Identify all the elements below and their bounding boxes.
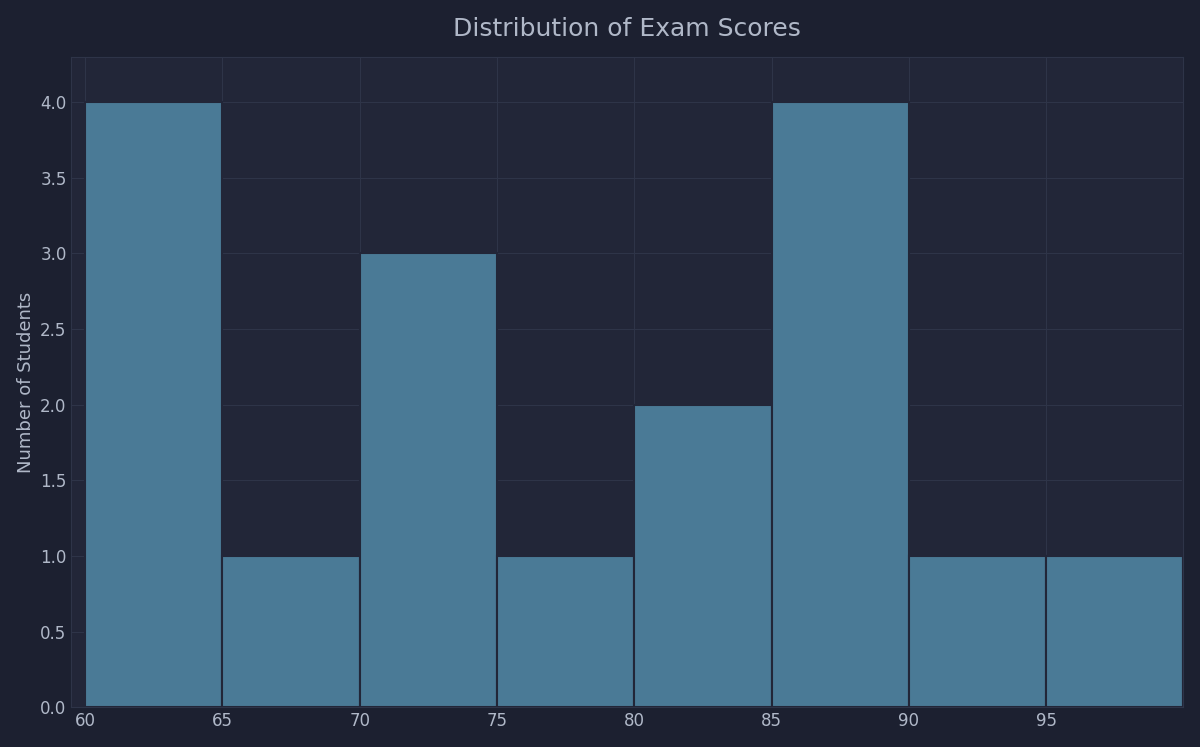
- Bar: [635, 405, 772, 707]
- Bar: [222, 556, 360, 707]
- Bar: [497, 556, 635, 707]
- Bar: [1046, 556, 1183, 707]
- Bar: [360, 253, 497, 707]
- Bar: [908, 556, 1046, 707]
- Bar: [772, 102, 908, 707]
- Title: Distribution of Exam Scores: Distribution of Exam Scores: [454, 16, 802, 40]
- Y-axis label: Number of Students: Number of Students: [17, 291, 35, 473]
- Bar: [85, 102, 222, 707]
- Bar: [1183, 253, 1200, 707]
